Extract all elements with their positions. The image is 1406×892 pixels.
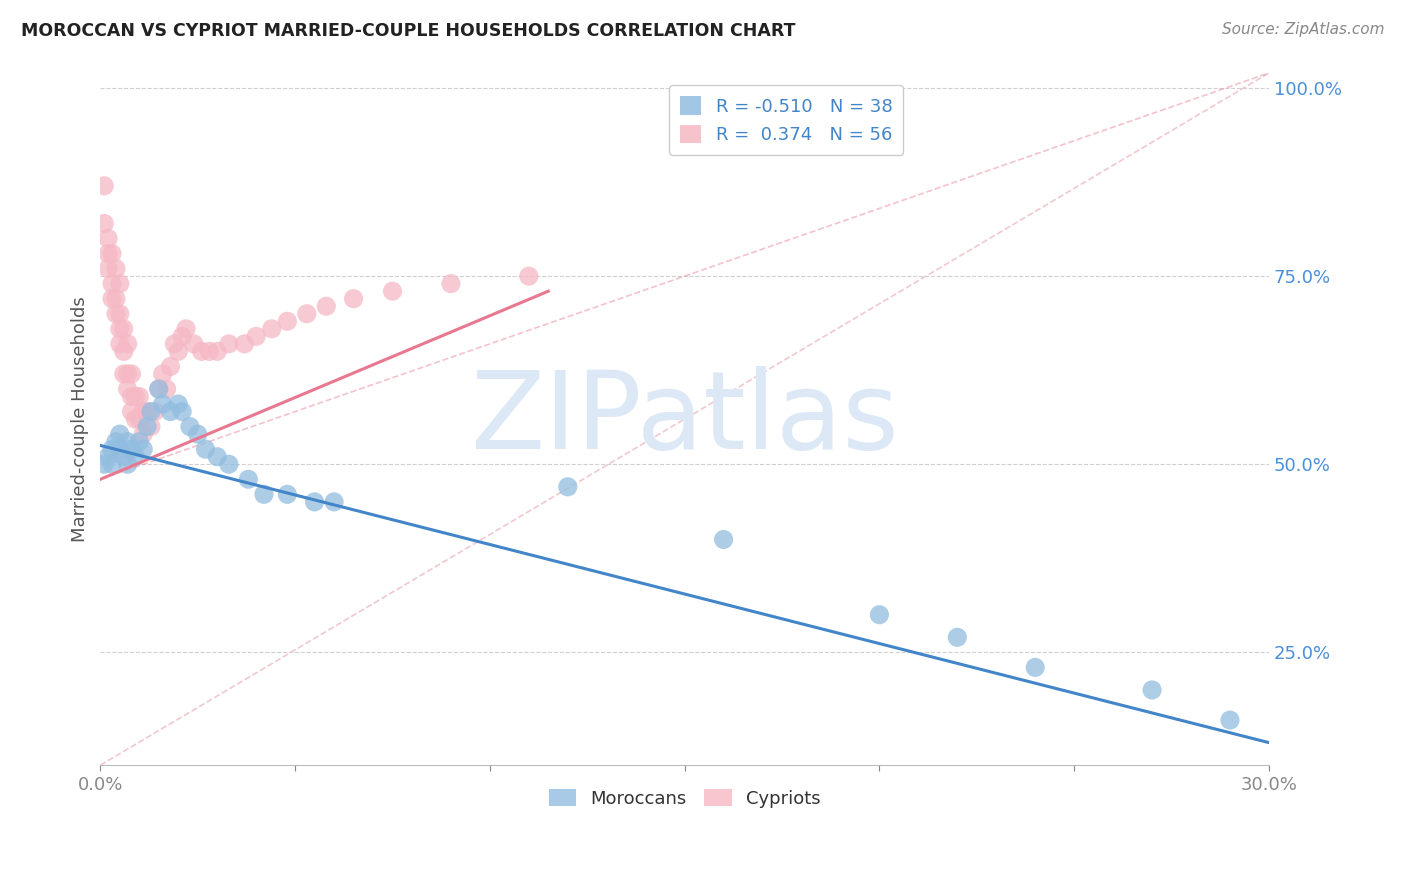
Point — [139, 419, 162, 434]
Point — [172, 404, 194, 418]
Point — [108, 427, 131, 442]
Point — [218, 457, 240, 471]
Point — [117, 457, 139, 471]
Point — [117, 336, 139, 351]
Point — [112, 344, 135, 359]
Y-axis label: Married-couple Households: Married-couple Households — [72, 296, 89, 542]
Point — [93, 178, 115, 193]
Point — [253, 487, 276, 501]
Point — [1219, 713, 1241, 727]
Legend: Moroccans, Cypriots: Moroccans, Cypriots — [541, 781, 828, 815]
Point — [233, 336, 256, 351]
Point — [159, 359, 181, 374]
Point — [1024, 660, 1046, 674]
Point — [304, 495, 326, 509]
Point — [124, 412, 146, 426]
Point — [245, 329, 267, 343]
Point — [946, 630, 969, 644]
Point — [238, 472, 260, 486]
Point — [104, 261, 127, 276]
Point — [132, 442, 155, 457]
Point — [108, 442, 131, 457]
Point — [179, 419, 201, 434]
Point — [218, 336, 240, 351]
Point — [152, 397, 174, 411]
Point — [101, 246, 124, 260]
Point — [187, 427, 209, 442]
Point — [276, 314, 298, 328]
Point — [124, 390, 146, 404]
Point — [117, 382, 139, 396]
Point — [132, 427, 155, 442]
Point — [104, 292, 127, 306]
Point — [148, 382, 170, 396]
Point — [121, 404, 143, 418]
Point — [136, 404, 159, 418]
Point — [101, 277, 124, 291]
Point — [124, 450, 146, 464]
Point — [97, 261, 120, 276]
Point — [104, 307, 127, 321]
Point — [132, 404, 155, 418]
Point — [128, 434, 150, 449]
Point — [112, 450, 135, 464]
Point — [557, 480, 579, 494]
Point — [163, 336, 186, 351]
Point — [121, 442, 143, 457]
Point — [117, 367, 139, 381]
Point — [117, 434, 139, 449]
Point — [194, 442, 217, 457]
Point — [315, 299, 337, 313]
Point — [143, 404, 166, 418]
Point — [183, 336, 205, 351]
Point — [97, 246, 120, 260]
Point — [101, 292, 124, 306]
Point — [295, 307, 318, 321]
Point — [152, 367, 174, 381]
Point — [108, 336, 131, 351]
Point — [112, 322, 135, 336]
Point — [440, 277, 463, 291]
Point — [172, 329, 194, 343]
Text: Source: ZipAtlas.com: Source: ZipAtlas.com — [1222, 22, 1385, 37]
Point — [155, 382, 177, 396]
Point — [167, 397, 190, 411]
Point — [167, 344, 190, 359]
Point — [121, 367, 143, 381]
Point — [198, 344, 221, 359]
Point — [323, 495, 346, 509]
Point — [381, 284, 404, 298]
Point — [101, 457, 124, 471]
Point — [101, 442, 124, 457]
Point — [205, 344, 228, 359]
Point — [276, 487, 298, 501]
Point — [97, 450, 120, 464]
Text: MOROCCAN VS CYPRIOT MARRIED-COUPLE HOUSEHOLDS CORRELATION CHART: MOROCCAN VS CYPRIOT MARRIED-COUPLE HOUSE… — [21, 22, 796, 40]
Point — [128, 412, 150, 426]
Point — [128, 390, 150, 404]
Point — [97, 231, 120, 245]
Point — [159, 404, 181, 418]
Point — [136, 419, 159, 434]
Point — [713, 533, 735, 547]
Point — [108, 307, 131, 321]
Text: ZIPatlas: ZIPatlas — [470, 366, 898, 472]
Point — [112, 367, 135, 381]
Point — [190, 344, 212, 359]
Point — [260, 322, 283, 336]
Point — [104, 434, 127, 449]
Point — [174, 322, 197, 336]
Point — [517, 269, 540, 284]
Point — [148, 382, 170, 396]
Point — [93, 457, 115, 471]
Point — [342, 292, 364, 306]
Point — [868, 607, 890, 622]
Point — [121, 390, 143, 404]
Point — [93, 217, 115, 231]
Point — [108, 322, 131, 336]
Point — [205, 450, 228, 464]
Point — [108, 277, 131, 291]
Point — [139, 404, 162, 418]
Point — [1140, 683, 1163, 698]
